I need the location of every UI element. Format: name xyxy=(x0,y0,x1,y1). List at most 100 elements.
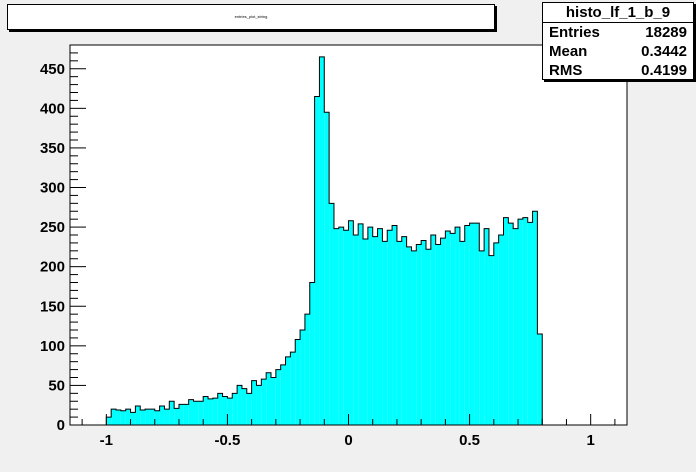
histogram-bin xyxy=(469,223,475,425)
y-tick-label: 450 xyxy=(40,61,65,78)
y-tick-label: 150 xyxy=(40,298,65,315)
histogram-bin xyxy=(372,236,378,425)
histogram-bin xyxy=(309,282,315,425)
x-tick-label: 0.5 xyxy=(459,432,480,449)
histogram-bin xyxy=(488,255,494,425)
histogram-bin xyxy=(295,339,301,425)
histogram-bin xyxy=(484,228,489,425)
stats-value: 0.4199 xyxy=(641,62,687,79)
stats-value: 0.3442 xyxy=(641,43,687,60)
histogram-bin xyxy=(338,227,344,425)
histogram-bin xyxy=(450,233,456,425)
histogram-bin xyxy=(208,398,213,425)
stats-label: Mean xyxy=(549,43,588,60)
histogram-bin xyxy=(445,231,451,425)
histogram-bin xyxy=(149,409,155,425)
histogram-bin xyxy=(396,241,402,425)
histogram-bin xyxy=(130,412,136,425)
histogram-bin xyxy=(387,230,393,425)
histogram-bin xyxy=(140,409,146,425)
histogram-bin xyxy=(430,235,436,425)
stats-row-entries: Entries 18289 xyxy=(543,23,693,42)
stats-box: histo_lf_1_b_9 Entries 18289 Mean 0.3442… xyxy=(542,2,694,80)
histogram-bin xyxy=(106,417,112,425)
histogram-bin xyxy=(227,398,233,425)
x-tick-label: -1 xyxy=(100,432,113,449)
histogram-bin xyxy=(537,333,543,425)
y-tick-label: 200 xyxy=(40,259,65,276)
histogram-bin xyxy=(459,241,465,425)
histogram-bars xyxy=(106,56,543,426)
histogram-bin xyxy=(198,401,204,425)
histogram-bin xyxy=(314,96,320,425)
histogram-bin xyxy=(425,249,431,425)
histogram-bin xyxy=(455,227,460,425)
stats-label: Entries xyxy=(549,24,600,41)
stats-value: 18289 xyxy=(645,24,687,41)
stats-row-rms: RMS 0.4199 xyxy=(543,61,693,80)
histogram-bin xyxy=(532,211,538,425)
y-tick-label: 250 xyxy=(40,219,65,236)
histogram-bin xyxy=(353,235,359,425)
x-tick-label: 1 xyxy=(587,432,595,449)
histogram-bin xyxy=(401,236,407,425)
histogram-bin xyxy=(183,404,189,425)
x-axis: -1 -0.5 0 0.5 1 xyxy=(81,414,616,449)
histogram-bin xyxy=(217,393,223,425)
histogram-bin xyxy=(479,250,485,425)
histogram-bin xyxy=(111,409,117,425)
histogram-bin xyxy=(363,238,368,425)
histogram-bin xyxy=(440,238,446,425)
stats-label: RMS xyxy=(549,62,583,79)
histogram-bin xyxy=(261,379,267,425)
histogram-bin xyxy=(300,330,305,425)
y-tick-label: 350 xyxy=(40,140,65,157)
histogram-bin xyxy=(324,112,330,426)
stats-row-mean: Mean 0.3442 xyxy=(543,42,693,61)
histogram-bin xyxy=(266,372,272,425)
histogram-bin xyxy=(522,217,528,425)
histogram-bin xyxy=(222,396,228,425)
histogram-bin xyxy=(251,380,257,425)
y-tick-label: 50 xyxy=(48,377,65,394)
histogram-bin xyxy=(145,409,150,425)
histogram-bin xyxy=(159,406,165,425)
histogram-bin xyxy=(464,225,470,425)
histogram-bin xyxy=(285,356,291,425)
histogram-bin xyxy=(120,410,126,425)
histogram-bin xyxy=(392,225,397,425)
histogram-bin xyxy=(169,401,175,425)
histogram-bin xyxy=(333,228,339,425)
histogram-bin xyxy=(246,393,252,425)
histogram-bin xyxy=(193,401,199,425)
histogram-bin xyxy=(232,393,238,425)
histogram-bin xyxy=(154,410,160,425)
histogram-bin xyxy=(421,240,426,425)
histogram-bin xyxy=(358,223,364,425)
histogram-bin xyxy=(237,385,242,425)
histogram-bin xyxy=(116,409,121,425)
histogram-bin xyxy=(493,242,499,425)
histogram-bin xyxy=(435,244,441,425)
y-tick-label: 100 xyxy=(40,338,65,355)
histogram-bin xyxy=(280,364,286,425)
histogram-bin xyxy=(304,314,310,425)
histogram-bin xyxy=(271,377,276,425)
y-tick-label: 300 xyxy=(40,180,65,197)
histogram-bin xyxy=(203,396,209,425)
x-tick-label: -0.5 xyxy=(214,432,240,449)
histogram-bin xyxy=(377,228,383,425)
x-tick-label: 0 xyxy=(344,432,352,449)
histogram-bin xyxy=(188,399,194,425)
plot-title-text: entries_plot_string xyxy=(234,14,268,19)
histogram-bin xyxy=(527,222,533,425)
histogram-bin xyxy=(508,223,514,425)
histogram-bin xyxy=(275,369,281,425)
histogram-bin xyxy=(329,203,334,425)
histogram-bin xyxy=(135,406,141,425)
histogram-bin xyxy=(367,227,373,425)
histogram-bin xyxy=(125,409,131,425)
histogram-bin xyxy=(256,385,262,425)
histogram-bin xyxy=(164,409,170,425)
